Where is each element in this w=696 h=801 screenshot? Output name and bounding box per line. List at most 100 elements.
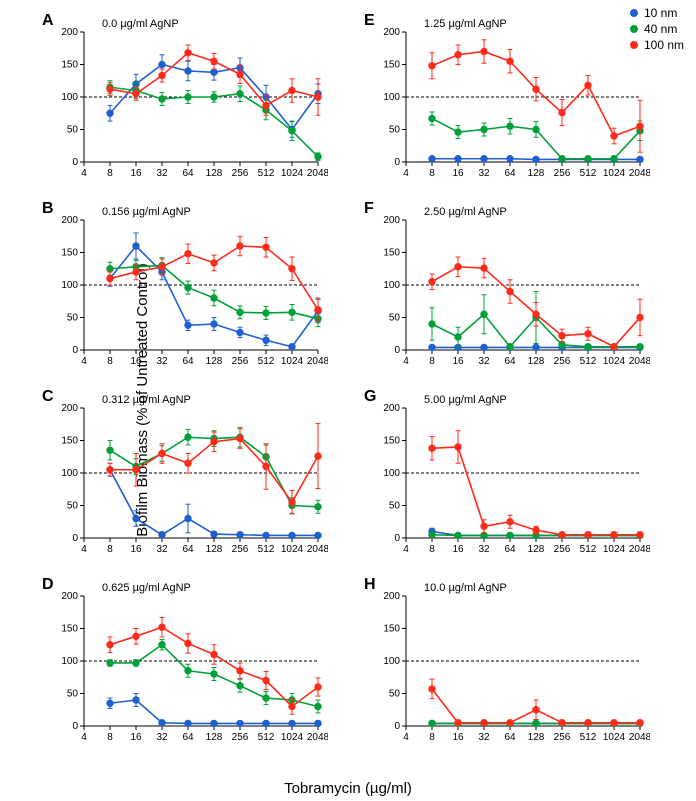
svg-text:100: 100 [61, 280, 78, 291]
panel-C: C0.312 µg/ml AgNP05010015020048163264128… [46, 390, 328, 562]
svg-text:128: 128 [206, 356, 223, 367]
svg-text:256: 256 [554, 732, 571, 743]
svg-text:32: 32 [478, 544, 490, 555]
panel-D: D0.625 µg/ml AgNP05010015020048163264128… [46, 578, 328, 750]
svg-text:50: 50 [67, 501, 79, 512]
marker [455, 532, 461, 538]
marker [481, 126, 487, 132]
svg-text:100: 100 [61, 92, 78, 103]
panel-svg: 0501001502004816326412825651210242048 [46, 390, 328, 562]
marker [237, 329, 243, 335]
marker [585, 344, 591, 350]
marker [237, 243, 243, 249]
svg-text:32: 32 [156, 544, 168, 555]
marker [585, 720, 591, 726]
svg-text:8: 8 [107, 732, 113, 743]
marker [107, 110, 113, 116]
marker [133, 91, 139, 97]
series-line-100 [110, 627, 318, 706]
marker [289, 87, 295, 93]
marker [611, 133, 617, 139]
marker [263, 677, 269, 683]
marker [159, 624, 165, 630]
marker [611, 344, 617, 350]
marker [481, 523, 487, 529]
marker [315, 307, 321, 313]
panel-letter: H [364, 576, 376, 594]
svg-text:4: 4 [81, 732, 87, 743]
marker [637, 532, 643, 538]
svg-text:512: 512 [580, 544, 597, 555]
panel-title: 5.00 µg/ml AgNP [424, 394, 507, 406]
marker [481, 720, 487, 726]
svg-text:150: 150 [61, 436, 78, 447]
marker [263, 310, 269, 316]
svg-text:1024: 1024 [281, 732, 304, 743]
marker [159, 450, 165, 456]
svg-text:1024: 1024 [281, 544, 304, 555]
panel-svg: 0501001502004816326412825651210242048 [368, 390, 650, 562]
marker [185, 251, 191, 257]
marker [637, 123, 643, 129]
panel-letter: D [42, 576, 54, 594]
panel-B: B0.156 µg/ml AgNP05010015020048163264128… [46, 202, 328, 374]
svg-text:8: 8 [429, 544, 435, 555]
panel-svg: 0501001502004816326412825651210242048 [368, 202, 650, 374]
panel-letter: G [364, 388, 376, 406]
svg-text:512: 512 [258, 544, 275, 555]
svg-text:512: 512 [258, 732, 275, 743]
marker [263, 244, 269, 250]
marker [585, 532, 591, 538]
svg-text:2048: 2048 [629, 168, 650, 179]
svg-text:32: 32 [156, 168, 168, 179]
svg-text:64: 64 [504, 544, 516, 555]
marker [315, 453, 321, 459]
marker [289, 266, 295, 272]
marker [133, 515, 139, 521]
marker [637, 344, 643, 350]
svg-text:128: 128 [206, 732, 223, 743]
svg-text:200: 200 [383, 591, 400, 602]
series-line-10 [110, 470, 318, 536]
svg-text:16: 16 [452, 356, 464, 367]
panel-title: 10.0 µg/ml AgNP [424, 582, 507, 594]
svg-text:2048: 2048 [629, 356, 650, 367]
panel-letter: F [364, 200, 374, 218]
svg-text:256: 256 [232, 732, 249, 743]
panel-svg: 0501001502004816326412825651210242048 [368, 578, 650, 750]
marker [637, 314, 643, 320]
panel-letter: E [364, 12, 375, 30]
marker [289, 128, 295, 134]
panel-svg: 0501001502004816326412825651210242048 [46, 578, 328, 750]
marker [185, 68, 191, 74]
marker [159, 72, 165, 78]
svg-text:50: 50 [67, 313, 79, 324]
marker [185, 322, 191, 328]
marker [185, 50, 191, 56]
marker [237, 91, 243, 97]
marker [289, 532, 295, 538]
svg-text:128: 128 [206, 168, 223, 179]
svg-text:8: 8 [107, 544, 113, 555]
marker [159, 532, 165, 538]
svg-text:4: 4 [403, 356, 409, 367]
svg-text:8: 8 [429, 732, 435, 743]
svg-text:0: 0 [72, 157, 78, 168]
marker [185, 640, 191, 646]
marker [263, 720, 269, 726]
svg-text:16: 16 [452, 732, 464, 743]
svg-text:8: 8 [107, 168, 113, 179]
marker [429, 686, 435, 692]
svg-text:512: 512 [580, 732, 597, 743]
svg-text:4: 4 [81, 168, 87, 179]
svg-text:200: 200 [61, 591, 78, 602]
marker [107, 266, 113, 272]
marker [211, 671, 217, 677]
marker [481, 48, 487, 54]
marker [507, 344, 513, 350]
marker [315, 94, 321, 100]
marker [289, 720, 295, 726]
marker [133, 633, 139, 639]
x-axis-label: Tobramycin (µg/ml) [284, 780, 412, 797]
panel-title: 0.156 µg/ml AgNP [102, 206, 191, 218]
